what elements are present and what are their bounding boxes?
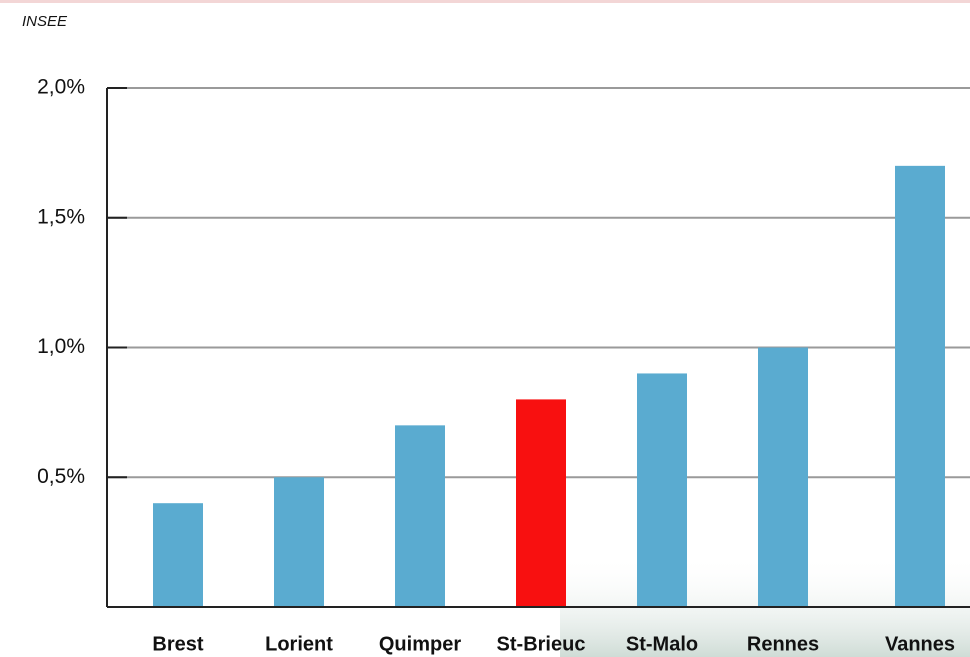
- bar: [274, 477, 324, 607]
- bar: [895, 165, 945, 607]
- bar: [516, 399, 566, 607]
- source-label: INSEE: [22, 13, 68, 30]
- bar: [153, 503, 203, 607]
- bar: [758, 347, 808, 607]
- x-tick-label: St-Malo: [626, 633, 698, 655]
- y-tick-label: 1,0%: [37, 335, 85, 358]
- x-tick-label: St-Brieuc: [497, 633, 586, 655]
- top-border: [0, 0, 970, 3]
- bar: [395, 425, 445, 607]
- x-tick-label: Lorient: [265, 633, 333, 655]
- y-tick-label: 2,0%: [37, 76, 85, 99]
- bar: [637, 373, 687, 607]
- y-tick-label: 0,5%: [37, 465, 85, 488]
- x-tick-label: Quimper: [379, 633, 461, 655]
- x-tick-label: Brest: [152, 633, 203, 655]
- x-tick-label: Rennes: [747, 633, 819, 655]
- x-tick-label: Vannes: [885, 633, 955, 655]
- y-tick-label: 1,5%: [37, 205, 85, 228]
